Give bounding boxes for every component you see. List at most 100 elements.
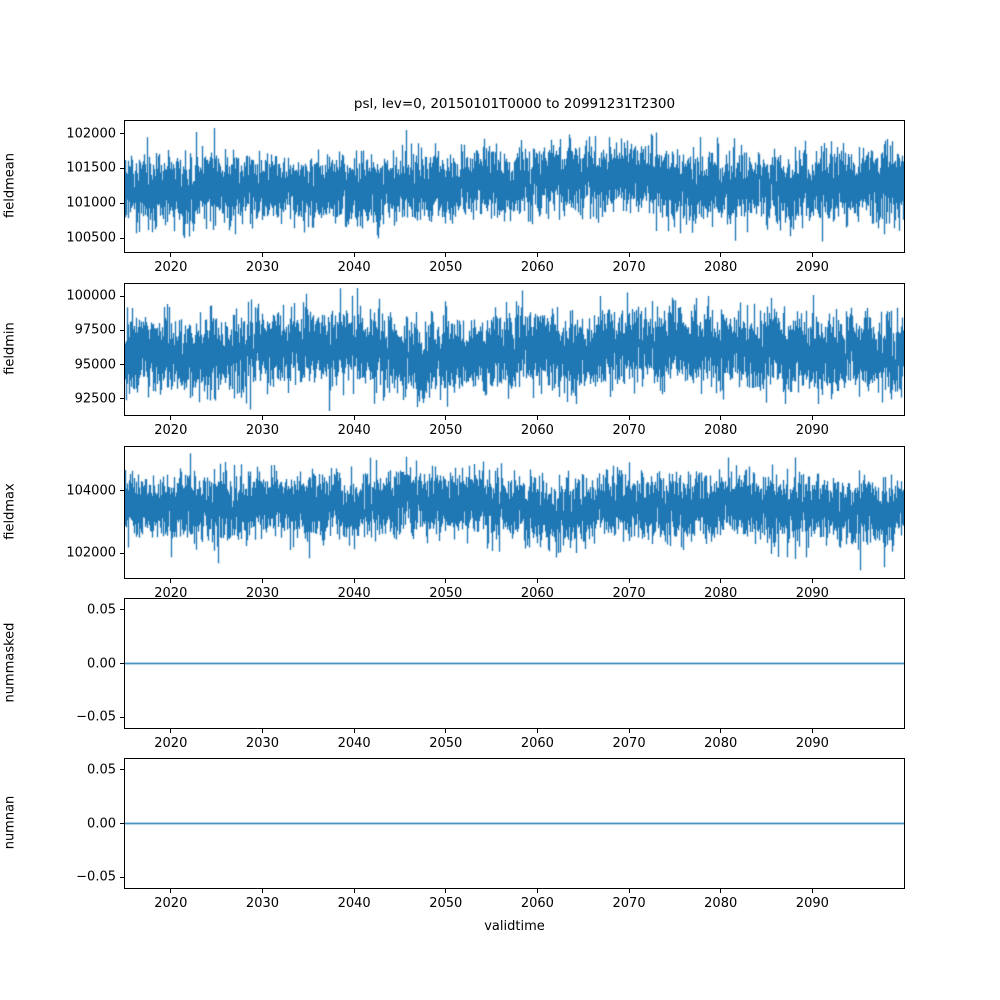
x-tick-label: 2040 bbox=[337, 586, 371, 601]
x-tick-label: 2050 bbox=[429, 736, 463, 751]
y-axis-label-nummasked: nummasked bbox=[2, 622, 18, 702]
y-axis-label-numnan: numnan bbox=[2, 795, 18, 849]
x-tick-mark bbox=[170, 579, 172, 583]
y-tick-mark bbox=[120, 202, 124, 204]
y-tick-label: 101500 bbox=[66, 160, 116, 176]
x-tick-mark bbox=[536, 579, 538, 583]
x-tick-label: 2030 bbox=[245, 736, 280, 751]
x-tick-label: 2020 bbox=[154, 736, 188, 751]
x-tick-label: 2070 bbox=[612, 896, 646, 911]
x-tick-mark bbox=[811, 253, 813, 257]
x-tick-mark bbox=[445, 889, 447, 893]
y-tick-label: 0.00 bbox=[87, 656, 116, 671]
subplot-numnan bbox=[124, 758, 905, 889]
y-tick-label: 102000 bbox=[66, 126, 116, 142]
x-tick-mark bbox=[353, 253, 355, 257]
x-tick-label: 2030 bbox=[245, 423, 280, 438]
x-tick-mark bbox=[720, 889, 722, 893]
plot-line-nummasked bbox=[125, 599, 904, 728]
x-tick-mark bbox=[628, 889, 630, 893]
x-tick-label: 2020 bbox=[154, 423, 188, 438]
x-tick-label: 2070 bbox=[612, 423, 646, 438]
x-tick-label: 2070 bbox=[612, 586, 646, 601]
plot-line-fieldmin bbox=[125, 284, 904, 415]
y-tick-label: 0.00 bbox=[87, 816, 116, 831]
x-tick-mark bbox=[353, 729, 355, 733]
x-tick-mark bbox=[170, 729, 172, 733]
x-tick-label: 2030 bbox=[245, 260, 280, 275]
y-tick-label: 100500 bbox=[66, 230, 116, 246]
x-tick-label: 2090 bbox=[795, 736, 829, 751]
y-tick-label: 95000 bbox=[74, 357, 116, 372]
x-tick-mark bbox=[536, 416, 538, 420]
y-tick-label: 0.05 bbox=[87, 762, 116, 778]
y-axis-label-fieldmax: fieldmax bbox=[2, 482, 18, 540]
x-tick-mark bbox=[261, 579, 264, 583]
y-axis-label-fieldmean: fieldmean bbox=[2, 152, 18, 218]
y-tick-label: 101000 bbox=[66, 195, 116, 211]
y-tick-mark bbox=[120, 167, 124, 169]
x-tick-label: 2090 bbox=[795, 260, 829, 275]
y-tick-mark bbox=[120, 823, 124, 825]
x-tick-label: 2040 bbox=[337, 423, 371, 438]
subplot-fieldmax bbox=[124, 446, 905, 579]
x-tick-mark bbox=[720, 729, 722, 733]
x-tick-mark bbox=[811, 889, 813, 893]
y-tick-label: 104000 bbox=[66, 483, 116, 499]
y-tick-label: 100000 bbox=[66, 288, 116, 304]
x-tick-mark bbox=[353, 579, 355, 583]
x-tick-label: 2040 bbox=[337, 736, 371, 751]
x-tick-mark bbox=[720, 416, 722, 420]
x-tick-mark bbox=[536, 253, 538, 257]
x-tick-mark bbox=[445, 416, 447, 420]
x-axis-label: validtime bbox=[484, 919, 545, 934]
x-tick-label: 2050 bbox=[429, 260, 463, 275]
x-tick-label: 2030 bbox=[245, 896, 280, 911]
x-tick-label: 2080 bbox=[704, 260, 738, 275]
plot-line-numnan bbox=[125, 759, 904, 888]
subplot-fieldmin bbox=[124, 283, 905, 416]
y-tick-label: −0.05 bbox=[76, 869, 116, 885]
y-tick-mark bbox=[120, 769, 124, 771]
y-tick-mark bbox=[120, 876, 124, 878]
x-tick-mark bbox=[811, 729, 813, 733]
y-tick-label: 97500 bbox=[74, 322, 116, 338]
x-tick-mark bbox=[720, 579, 722, 583]
y-tick-mark bbox=[120, 490, 124, 492]
x-tick-mark bbox=[170, 253, 172, 257]
x-tick-label: 2030 bbox=[245, 586, 280, 601]
y-axis-label-fieldmin: fieldmin bbox=[2, 321, 18, 375]
x-tick-label: 2060 bbox=[520, 423, 554, 438]
x-tick-label: 2060 bbox=[520, 896, 554, 911]
x-tick-mark bbox=[445, 579, 447, 583]
x-tick-label: 2090 bbox=[795, 586, 829, 601]
x-tick-mark bbox=[536, 889, 538, 893]
plot-line-fieldmax bbox=[125, 447, 904, 578]
x-tick-label: 2050 bbox=[429, 423, 463, 438]
y-tick-mark bbox=[120, 609, 124, 611]
x-tick-mark bbox=[170, 416, 172, 420]
x-tick-label: 2090 bbox=[795, 896, 829, 911]
y-tick-label: 0.05 bbox=[87, 602, 116, 618]
figure-title: psl, lev=0, 20150101T0000 to 20991231T23… bbox=[353, 96, 676, 112]
subplot-nummasked bbox=[124, 598, 905, 729]
y-tick-label: −0.05 bbox=[76, 709, 116, 725]
y-tick-mark bbox=[120, 398, 124, 400]
x-tick-mark bbox=[445, 253, 447, 257]
x-tick-mark bbox=[261, 729, 264, 733]
x-tick-mark bbox=[628, 579, 630, 583]
x-tick-label: 2020 bbox=[154, 260, 188, 275]
x-tick-mark bbox=[353, 889, 355, 893]
x-tick-label: 2060 bbox=[520, 260, 554, 275]
x-tick-mark bbox=[536, 729, 538, 733]
x-tick-mark bbox=[261, 889, 264, 893]
x-tick-mark bbox=[811, 416, 813, 420]
x-tick-label: 2040 bbox=[337, 260, 371, 275]
x-tick-mark bbox=[353, 416, 355, 420]
y-tick-mark bbox=[120, 663, 124, 665]
x-tick-mark bbox=[261, 416, 264, 420]
plot-line-fieldmean bbox=[125, 121, 904, 252]
x-tick-label: 2020 bbox=[154, 586, 188, 601]
x-tick-mark bbox=[445, 729, 447, 733]
x-tick-label: 2070 bbox=[612, 736, 646, 751]
